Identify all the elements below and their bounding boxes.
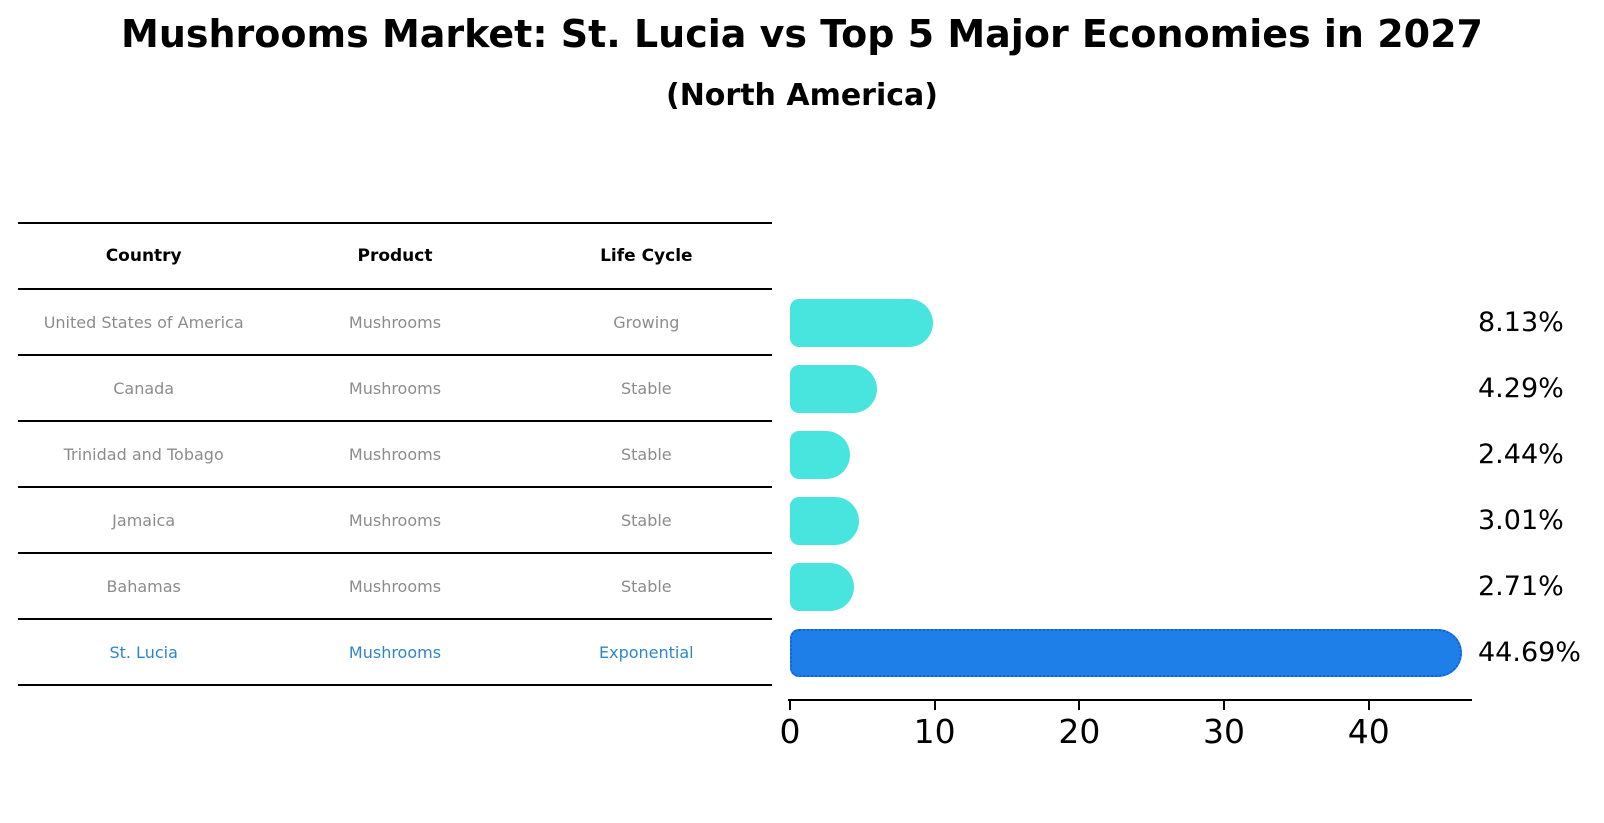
table-cell-product: Mushrooms xyxy=(348,312,442,332)
table-cell-product: Mushrooms xyxy=(348,576,442,596)
table-cell-life-cycle: Exponential xyxy=(599,642,694,662)
value-label: 8.13% xyxy=(1478,307,1564,338)
table-cell-product: Mushrooms xyxy=(348,378,442,398)
table-cell-life-cycle: Stable xyxy=(620,576,672,596)
table-cell-country: St. Lucia xyxy=(109,642,178,662)
table-cell-country: Canada xyxy=(113,378,175,398)
x-axis-tick xyxy=(1078,701,1081,710)
value-label: 4.29% xyxy=(1478,373,1564,404)
bar xyxy=(790,299,933,347)
table-cell-country: United States of America xyxy=(43,312,244,332)
value-label: 2.44% xyxy=(1478,439,1564,470)
bar xyxy=(790,431,850,479)
chart-title: Mushrooms Market: St. Lucia vs Top 5 Maj… xyxy=(121,12,1483,56)
x-axis-tick xyxy=(933,701,936,710)
x-axis xyxy=(788,699,1472,701)
x-axis-tick-label: 10 xyxy=(913,712,956,751)
data-table: Country Product Life Cycle United States o… xyxy=(18,222,772,686)
table-row: Canada Mushrooms Stable xyxy=(18,356,772,422)
table-header-cell: Country xyxy=(105,246,182,266)
table-cell-life-cycle: Growing xyxy=(613,312,680,332)
value-label: 44.69% xyxy=(1478,637,1581,668)
bar xyxy=(790,497,859,545)
table-row: Trinidad and Tobago Mushrooms Stable xyxy=(18,422,772,488)
x-axis-tick xyxy=(1367,701,1370,710)
x-axis-tick xyxy=(1223,701,1226,710)
table-row: St. Lucia Mushrooms Exponential xyxy=(18,620,772,686)
table-row: Jamaica Mushrooms Stable xyxy=(18,488,772,554)
value-label: 3.01% xyxy=(1478,505,1564,536)
table-cell-country: Bahamas xyxy=(106,576,181,596)
x-axis-tick-label: 20 xyxy=(1058,712,1101,751)
table-cell-country: Jamaica xyxy=(112,510,176,530)
table-body: United States of America Mushrooms Growing… xyxy=(18,290,772,686)
bar xyxy=(790,563,854,611)
table-header-cell: Product xyxy=(357,246,433,266)
table-row: Bahamas Mushrooms Stable xyxy=(18,554,772,620)
table-cell-product: Mushrooms xyxy=(348,444,442,464)
bar-highlighted xyxy=(790,629,1462,677)
table-cell-country: Trinidad and Tobago xyxy=(63,444,224,464)
bar xyxy=(790,365,877,413)
table-cell-life-cycle: Stable xyxy=(620,444,672,464)
table-cell-product: Mushrooms xyxy=(348,510,442,530)
x-axis-tick-label: 30 xyxy=(1203,712,1246,751)
table-cell-product: Mushrooms xyxy=(348,642,442,662)
x-axis-tick xyxy=(789,701,791,710)
x-axis-tick-label: 40 xyxy=(1347,712,1390,751)
table-header-row: Country Product Life Cycle xyxy=(18,222,772,290)
x-axis-tick-label: 0 xyxy=(779,712,801,751)
chart-subtitle: (North America) xyxy=(665,78,938,113)
table-header-cell: Life Cycle xyxy=(600,246,693,266)
table-cell-life-cycle: Stable xyxy=(620,378,672,398)
value-label: 2.71% xyxy=(1478,571,1564,602)
table-row: United States of America Mushrooms Growing xyxy=(18,290,772,356)
table-cell-life-cycle: Stable xyxy=(620,510,672,530)
